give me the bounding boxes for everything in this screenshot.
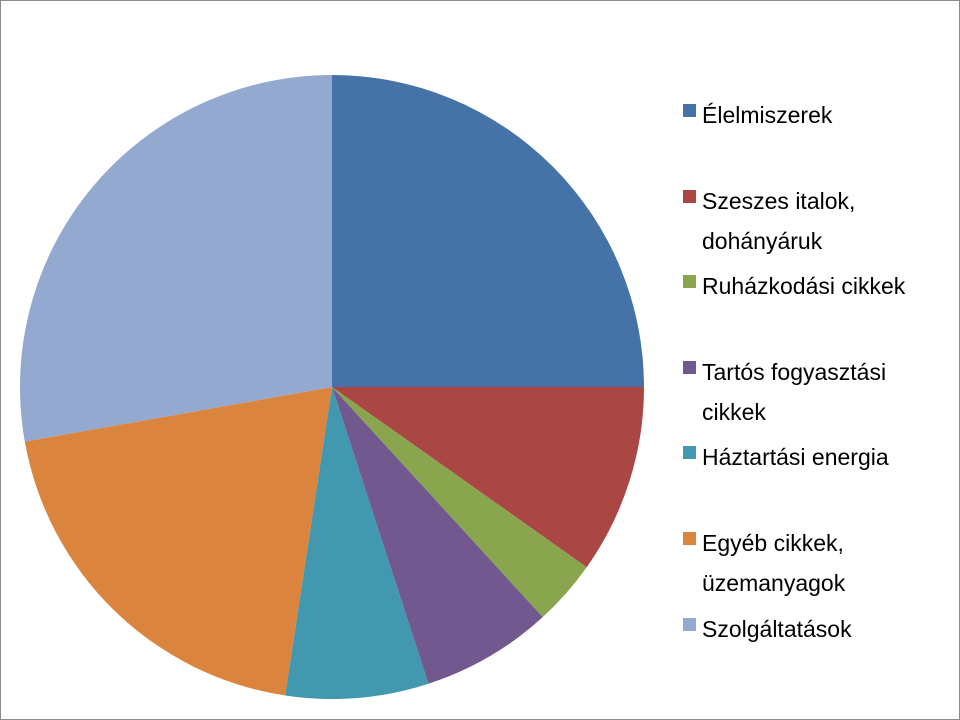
legend-label: Szeszes italok, dohányáruk [702,187,856,254]
legend-item: Ruházkodási cikkek [683,266,952,306]
pie-slice [332,387,543,684]
pie-slice [24,387,333,696]
pie-slice [332,387,587,618]
legend-item: Egyéb cikkek, üzemanyagok [683,523,952,603]
legend-label: Egyéb cikkek, üzemanyagok [702,530,846,596]
pie-slice [20,75,332,442]
legend-swatch [683,446,696,460]
pie-slice [332,75,644,387]
legend-swatch [683,104,696,117]
legend-item: Háztartási energia [683,437,952,477]
legend-item: Szolgáltatások [683,609,952,649]
pie-slice [285,387,429,699]
pie-slice [332,387,644,568]
legend-item: Tartós fogyasztási cikkek [683,352,952,432]
legend-label: Szolgáltatások [702,615,852,642]
legend-label: Háztartási energia [702,444,889,471]
legend-label: Tartós fogyasztási cikkek [702,358,887,425]
legend-swatch [683,532,696,545]
legend-item: Élelmiszerek [683,95,952,135]
legend-swatch [683,360,696,374]
legend-item: Szeszes italok, dohányáruk [683,181,952,261]
legend-swatch [683,189,696,203]
legend-label: Élelmiszerek [702,102,833,128]
legend-label: Ruházkodási cikkek [702,273,906,300]
legend-swatch [683,617,696,631]
legend-swatch [683,275,696,289]
